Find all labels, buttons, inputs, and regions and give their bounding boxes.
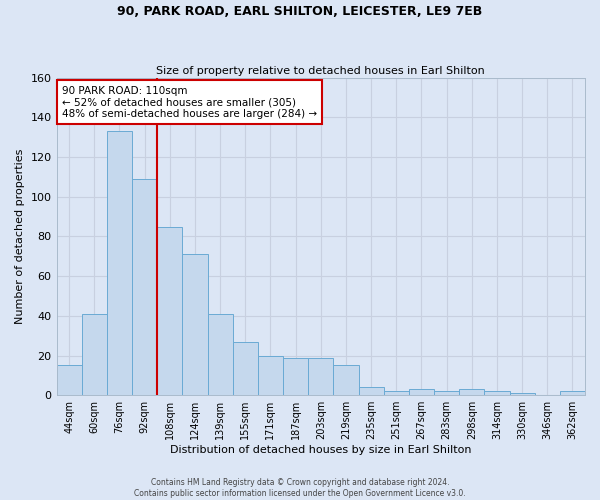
Bar (208, 314, 233, 395)
Bar (334, 366, 359, 395)
Bar (359, 388, 383, 395)
Bar (157, 226, 182, 395)
Bar (233, 342, 258, 395)
Y-axis label: Number of detached properties: Number of detached properties (15, 149, 25, 324)
Bar (182, 254, 208, 395)
Title: Size of property relative to detached houses in Earl Shilton: Size of property relative to detached ho… (157, 66, 485, 76)
Bar (283, 358, 308, 395)
Bar (56, 366, 82, 395)
X-axis label: Distribution of detached houses by size in Earl Shilton: Distribution of detached houses by size … (170, 445, 472, 455)
Bar (560, 391, 585, 395)
Bar (82, 314, 107, 395)
Bar (459, 390, 484, 395)
Bar (383, 391, 409, 395)
Bar (434, 391, 459, 395)
Bar (484, 391, 509, 395)
Bar (258, 356, 283, 395)
Text: 90 PARK ROAD: 110sqm
← 52% of detached houses are smaller (305)
48% of semi-deta: 90 PARK ROAD: 110sqm ← 52% of detached h… (62, 86, 317, 119)
Bar (132, 179, 157, 395)
Bar (308, 358, 334, 395)
Bar (107, 132, 132, 395)
Text: 90, PARK ROAD, EARL SHILTON, LEICESTER, LE9 7EB: 90, PARK ROAD, EARL SHILTON, LEICESTER, … (118, 5, 482, 18)
Bar (409, 390, 434, 395)
Text: Contains HM Land Registry data © Crown copyright and database right 2024.
Contai: Contains HM Land Registry data © Crown c… (134, 478, 466, 498)
Bar (509, 393, 535, 395)
